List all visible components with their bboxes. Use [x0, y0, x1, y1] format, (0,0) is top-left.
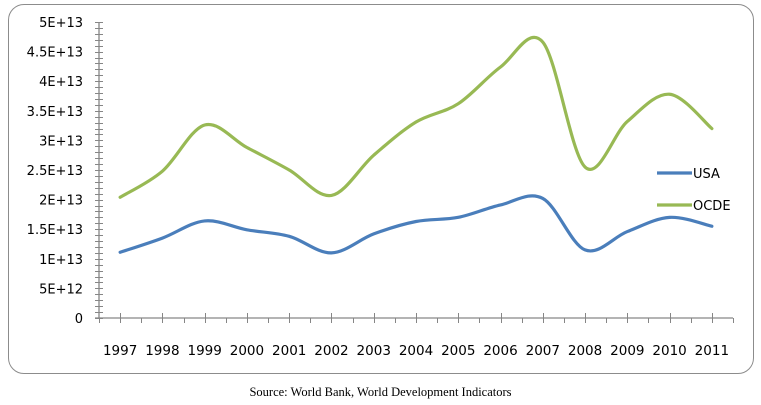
series-lines: [118, 35, 714, 255]
y-tick-label: 0: [75, 312, 83, 327]
y-tick-label: 3E+13: [39, 134, 83, 149]
x-axis-tick-labels: 1997 1998 1999 2000 2001 2002 2003 2004 2005 2006…: [103, 343, 729, 359]
x-tick-label: 1997: [103, 343, 137, 359]
x-tick-label: 2004: [399, 343, 433, 359]
x-tick-label: 2005: [441, 343, 475, 359]
x-tick-label: 1998: [145, 343, 179, 359]
x-tick-label: 2011: [695, 343, 729, 359]
x-tick-label: 2000: [230, 343, 264, 359]
y-tick-label: 2.5E+13: [27, 164, 83, 179]
x-tick-label: 2001: [272, 343, 306, 359]
legend-label-ocde: OCDE: [693, 199, 731, 214]
series-line-ocde: [118, 35, 714, 199]
y-tick-label: 1.5E+13: [27, 223, 83, 238]
x-tick-label: 1999: [187, 343, 221, 359]
y-tick-label: 4.5E+13: [27, 46, 83, 61]
x-tick-label: 2009: [610, 343, 644, 359]
legend-label-usa: USA: [693, 167, 720, 182]
x-tick-label: 2010: [652, 343, 686, 359]
y-tick-label: 3.5E+13: [27, 105, 83, 120]
series-line-usa: [118, 194, 714, 255]
y-tick-label: 1E+13: [39, 253, 83, 268]
y-tick-label: 4E+13: [39, 75, 83, 90]
legend: USA OCDE: [657, 167, 731, 214]
source-caption: Source: World Bank, World Development In…: [249, 385, 512, 399]
x-tick-label: 2007: [526, 343, 560, 359]
y-tick-label: 2E+13: [39, 194, 83, 209]
x-tick-label: 2002: [314, 343, 348, 359]
axes: [95, 22, 734, 323]
x-tick-label: 2003: [357, 343, 391, 359]
y-tick-label: 5E+13: [39, 16, 83, 31]
x-tick-label: 2008: [568, 343, 602, 359]
y-axis-tick-labels: 0 5E+12 1E+13 1.5E+13 2E+13 2.5E+13 3E+13 3.5E+…: [27, 16, 83, 327]
x-tick-label: 2006: [483, 343, 517, 359]
y-tick-label: 5E+12: [39, 282, 83, 297]
